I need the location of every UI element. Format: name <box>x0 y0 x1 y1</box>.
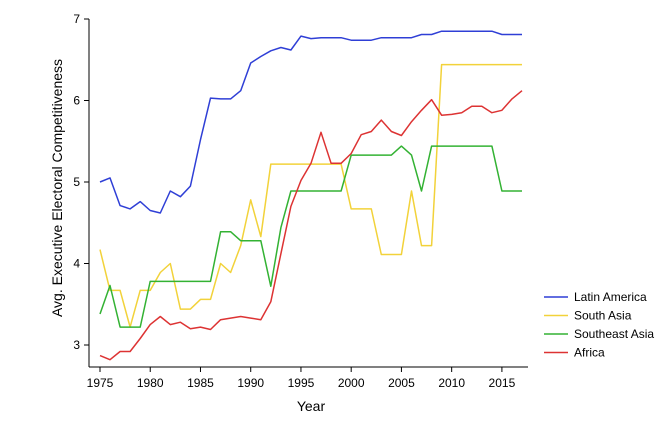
x-ticks: 1975 1980 1985 1990 1995 2000 2005 2010 2015 <box>87 367 516 390</box>
legend: Latin America South Asia Southeast Asia Afr… <box>544 290 654 360</box>
legend-label-latin-america: Latin America <box>574 290 647 304</box>
x-tick-label: 1980 <box>137 376 164 390</box>
y-tick-label: 4 <box>73 257 80 271</box>
legend-label-africa: Africa <box>574 346 605 360</box>
x-tick-label: 1985 <box>187 376 214 390</box>
legend-label-southeast-asia: Southeast Asia <box>574 327 654 341</box>
series-line-southeast-asia <box>99 145 522 328</box>
x-tick-label: 1975 <box>87 376 114 390</box>
series-lines <box>99 30 523 361</box>
x-tick-label: 2005 <box>388 376 415 390</box>
x-tick-label: 2015 <box>489 376 516 390</box>
y-tick-label: 6 <box>73 94 80 108</box>
legend-label-south-asia: South Asia <box>574 309 632 323</box>
x-axis-title: Year <box>297 398 326 414</box>
y-tick-label: 3 <box>73 338 80 352</box>
x-tick-label: 2010 <box>438 376 465 390</box>
x-tick-label: 1990 <box>237 376 264 390</box>
series-line-south-asia <box>99 63 522 328</box>
y-axis-title: Avg. Executive Electoral Competitiveness <box>49 59 65 317</box>
series-line-latin-america <box>99 30 522 214</box>
series-line-africa <box>99 90 523 361</box>
chart-axes <box>88 19 528 368</box>
y-ticks: 3 4 5 6 7 <box>73 12 89 352</box>
y-tick-label: 7 <box>73 12 80 26</box>
x-tick-label: 2000 <box>338 376 365 390</box>
x-tick-label: 1995 <box>288 376 315 390</box>
y-tick-label: 5 <box>73 175 80 189</box>
